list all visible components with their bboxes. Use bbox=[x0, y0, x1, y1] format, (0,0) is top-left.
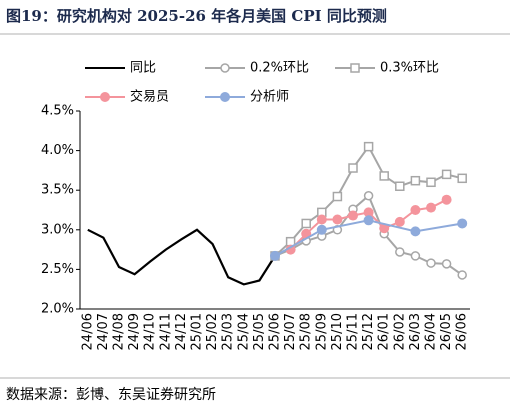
point bbox=[457, 218, 468, 229]
x-tick-label: 25/06 bbox=[268, 313, 283, 350]
series-line bbox=[87, 228, 276, 286]
point bbox=[270, 250, 280, 261]
x-tick-label: 25/05 bbox=[252, 313, 267, 350]
point bbox=[441, 259, 452, 269]
point bbox=[426, 202, 436, 213]
x-tick-label: 24/06 bbox=[80, 313, 95, 350]
point bbox=[316, 214, 327, 225]
y-tick-label: 2.5% bbox=[41, 262, 74, 277]
point bbox=[363, 190, 374, 201]
legend-label: 同比 bbox=[130, 61, 156, 76]
point bbox=[410, 205, 421, 215]
legend-label: 交易员 bbox=[130, 89, 169, 105]
point bbox=[363, 215, 374, 226]
legend-marker bbox=[220, 63, 230, 73]
point bbox=[332, 214, 343, 225]
x-tick-label: 25/01 bbox=[190, 313, 205, 350]
x-tick-label: 24/07 bbox=[96, 313, 111, 350]
point bbox=[410, 226, 421, 237]
x-tick-label: 26/05 bbox=[439, 313, 454, 350]
y-tick-label: 3.5% bbox=[41, 183, 74, 198]
point bbox=[379, 223, 390, 234]
point bbox=[441, 194, 452, 205]
x-tick-label: 24/09 bbox=[127, 313, 142, 350]
x-tick-label: 26/02 bbox=[392, 313, 407, 350]
point bbox=[457, 173, 467, 184]
x-tick-label: 25/03 bbox=[221, 313, 236, 350]
point bbox=[379, 171, 389, 181]
point bbox=[426, 258, 436, 268]
x-tick-label: 26/01 bbox=[377, 313, 392, 350]
legend-marker bbox=[220, 92, 230, 102]
x-tick-label: 25/04 bbox=[236, 313, 251, 350]
chart-title: 图19：研究机构对 2025-26 年各月美国 CPI 同比预测 bbox=[6, 7, 387, 25]
point bbox=[441, 169, 452, 180]
source: 数据来源：彭博、东吴证券研究所 bbox=[6, 386, 216, 403]
point bbox=[457, 270, 467, 280]
x-tick-label: 26/04 bbox=[424, 313, 439, 350]
legend-marker bbox=[350, 63, 360, 73]
point bbox=[285, 236, 296, 247]
point bbox=[348, 163, 358, 173]
point bbox=[285, 244, 296, 255]
x-tick-label: 24/10 bbox=[143, 313, 158, 350]
point bbox=[410, 175, 421, 186]
point bbox=[395, 247, 405, 257]
x-tick-label: 25/10 bbox=[330, 313, 345, 350]
x-tick-label: 25/11 bbox=[346, 313, 361, 350]
x-tick-label: 24/12 bbox=[174, 313, 189, 350]
x-tick-label: 26/03 bbox=[408, 313, 423, 350]
point bbox=[348, 210, 358, 221]
x-tick-label: 25/12 bbox=[361, 313, 376, 350]
x-tick-label: 24/11 bbox=[158, 313, 173, 350]
y-tick-label: 4.0% bbox=[41, 143, 74, 158]
point bbox=[316, 224, 327, 235]
y-tick-label: 4.5% bbox=[41, 104, 74, 119]
legend-label: 0.2%环比 bbox=[250, 61, 309, 76]
point bbox=[394, 216, 405, 227]
x-tick-label: 25/07 bbox=[283, 313, 298, 350]
x-tick-label: 25/08 bbox=[299, 313, 314, 350]
x-tick-label: 25/09 bbox=[314, 313, 329, 350]
point bbox=[410, 251, 421, 261]
legend-marker bbox=[100, 92, 110, 102]
x-tick-label: 25/02 bbox=[205, 313, 220, 350]
x-tick-label: 26/06 bbox=[455, 313, 470, 350]
point bbox=[426, 177, 436, 188]
legend-label: 分析师 bbox=[250, 90, 289, 105]
point bbox=[395, 181, 405, 191]
point bbox=[332, 191, 343, 202]
point bbox=[363, 141, 374, 152]
legend-label: 0.3%环比 bbox=[380, 61, 439, 76]
y-tick-label: 2.0% bbox=[41, 302, 74, 317]
y-tick-label: 3.0% bbox=[41, 222, 74, 237]
point bbox=[363, 207, 374, 218]
x-tick-label: 24/08 bbox=[112, 313, 127, 350]
point bbox=[301, 218, 311, 229]
